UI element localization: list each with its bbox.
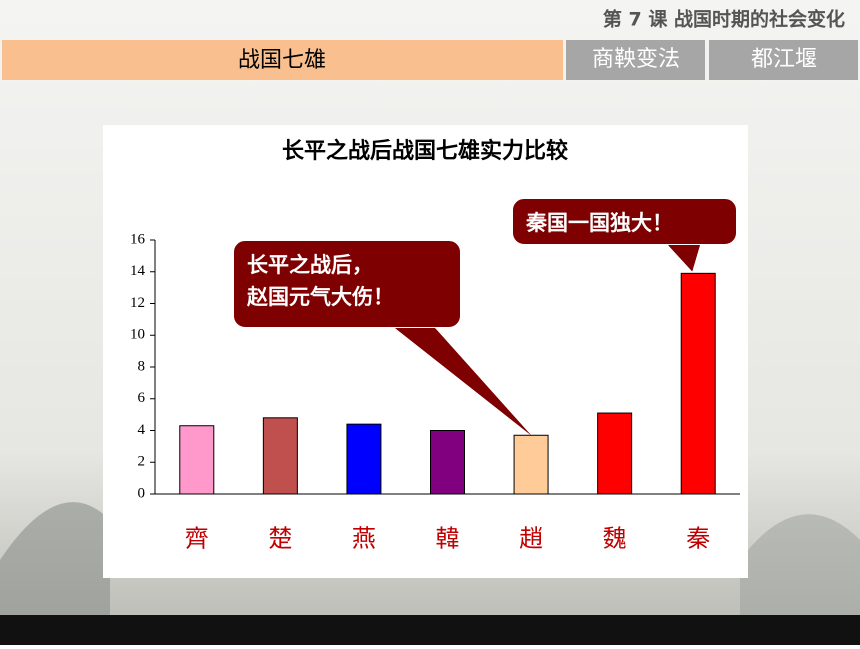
x-tick-label: 趙 xyxy=(519,526,543,553)
y-tick-label: 14 xyxy=(130,263,146,279)
bar xyxy=(179,425,215,495)
landscape xyxy=(0,502,110,615)
bar xyxy=(513,434,549,495)
x-tick-label: 秦 xyxy=(686,526,710,553)
callout-text: 赵国元气大伤！ xyxy=(246,285,394,309)
x-tick-label: 楚 xyxy=(268,526,292,553)
y-tick-label: 12 xyxy=(130,295,145,311)
tab-label[interactable]: 战国七雄 xyxy=(238,48,326,73)
bar xyxy=(597,412,633,495)
bar xyxy=(430,430,465,495)
tab[interactable] xyxy=(566,40,705,80)
x-tick-label: 齊 xyxy=(185,526,209,553)
tab[interactable] xyxy=(709,40,858,80)
tab-label[interactable]: 都江堰 xyxy=(751,46,817,71)
callout-text: 秦国一国独大！ xyxy=(525,211,673,235)
callout-text: 长平之战后， xyxy=(247,253,373,277)
callout xyxy=(232,239,462,329)
landscape xyxy=(740,514,860,615)
y-tick-label: 4 xyxy=(138,422,146,438)
bar xyxy=(346,423,382,495)
y-tick-label: 16 xyxy=(130,231,146,247)
y-tick-label: 6 xyxy=(138,390,146,406)
x-tick-label: 韓 xyxy=(436,526,460,553)
bar xyxy=(262,417,298,495)
callout-pointer xyxy=(668,245,700,272)
footer-band xyxy=(0,615,860,645)
x-tick-label: 燕 xyxy=(352,526,376,553)
tab-label[interactable]: 商鞅变法 xyxy=(592,46,680,71)
bar xyxy=(680,272,716,495)
tab[interactable] xyxy=(2,40,563,80)
y-tick-label: 8 xyxy=(138,358,146,374)
lesson-title: 第 7 课 战国时期的社会变化 xyxy=(603,8,845,31)
chart-title: 长平之战后战国七雄实力比较 xyxy=(282,138,568,164)
x-tick-label: 魏 xyxy=(603,526,627,553)
callout xyxy=(511,197,738,246)
callout-pointer xyxy=(395,328,532,436)
y-tick-label: 0 xyxy=(138,485,146,501)
y-tick-label: 2 xyxy=(138,454,146,470)
y-tick-label: 10 xyxy=(130,327,145,343)
